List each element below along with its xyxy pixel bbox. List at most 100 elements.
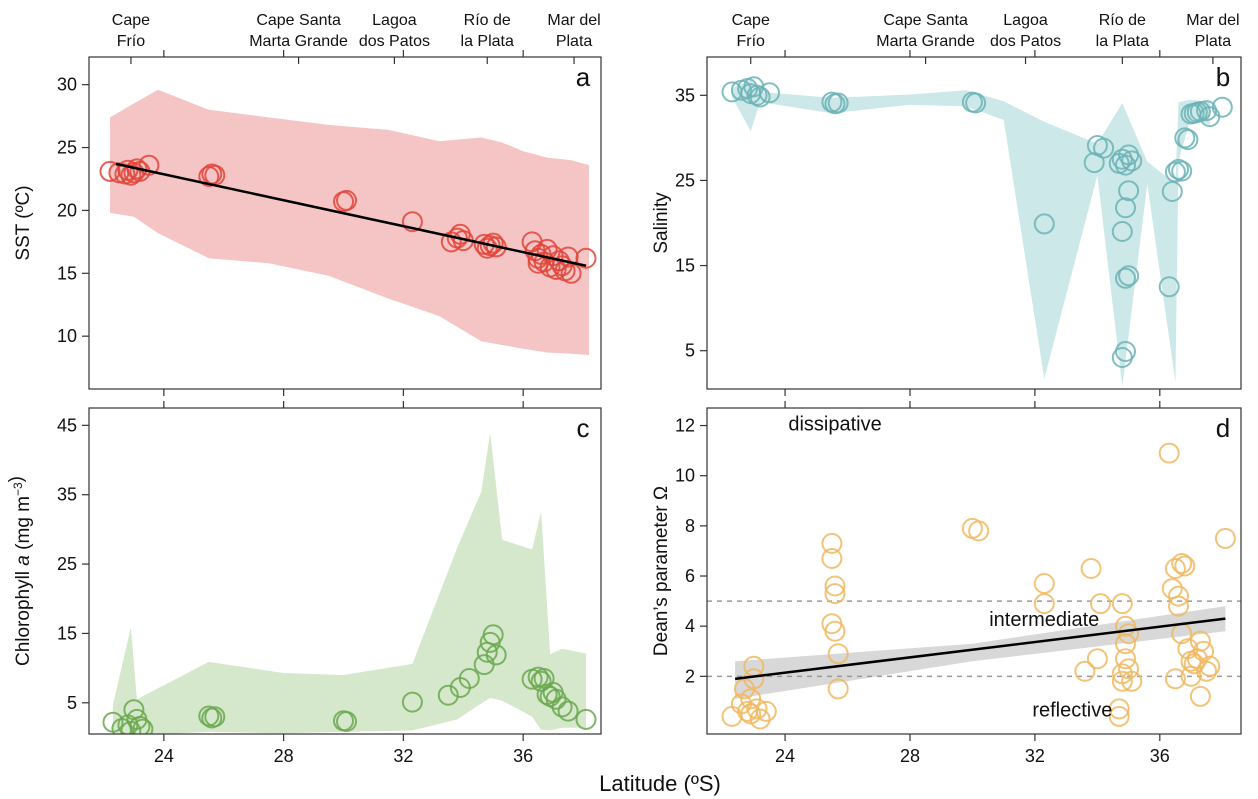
data-point [1111, 670, 1133, 692]
location-label: Río de [1099, 12, 1146, 29]
data-point [1115, 197, 1136, 219]
panel-a: 10 15 20 25 30 a SST (ºC) [13, 50, 602, 396]
data-point [1118, 658, 1140, 680]
location-label: Plata [556, 33, 593, 50]
location-label: la Plata [1096, 33, 1149, 50]
y-tick-label: 10 [675, 466, 695, 486]
location-label: Plata [1195, 33, 1232, 50]
x-tick-label: 32 [1025, 746, 1045, 766]
y-tick-label: 45 [57, 415, 77, 435]
data-point [1168, 595, 1189, 617]
y-tick-label: 8 [685, 516, 695, 536]
plot-frame [88, 407, 602, 735]
data-point [1214, 527, 1236, 549]
data-point [1164, 558, 1186, 579]
data-point [1083, 152, 1105, 174]
data-point [557, 246, 579, 268]
trend-confidence-band [735, 606, 1226, 699]
data-point [1211, 96, 1233, 118]
panel-letter: a [576, 62, 591, 92]
x-tick-label: 24 [775, 746, 795, 766]
data-point [1033, 593, 1055, 615]
data-point [1118, 623, 1140, 645]
data-point [749, 708, 771, 730]
data-point [827, 643, 849, 665]
data-point [1086, 648, 1108, 670]
data-point [755, 700, 777, 722]
location-label: Cape [112, 12, 150, 29]
y-axis-label: Salinity [651, 192, 672, 254]
range-band [110, 89, 589, 355]
data-point [1115, 648, 1136, 670]
data-point [1189, 685, 1211, 707]
location-label: Marta Grande [876, 33, 975, 50]
data-point [138, 154, 160, 176]
data-point [485, 236, 507, 258]
data-point [1033, 213, 1055, 235]
y-axis-label: SST (ºC) [13, 185, 34, 260]
data-point [557, 700, 579, 722]
trend-line [115, 162, 587, 267]
data-point [336, 189, 357, 211]
data-point [746, 84, 768, 106]
data-point [965, 92, 987, 114]
data-point [1171, 160, 1193, 182]
data-point [1080, 558, 1102, 579]
y-tick-label: 15 [675, 256, 695, 276]
data-point [575, 247, 597, 269]
data-point [1196, 660, 1218, 682]
location-label: Lagoa [1003, 12, 1048, 29]
y-tick-label: 30 [57, 75, 77, 95]
trend-line [734, 617, 1226, 681]
x-tick-label: 36 [1150, 746, 1170, 766]
region-label-dissipative: dissipative [788, 414, 881, 436]
data-point [458, 668, 480, 689]
panel-letter: b [1216, 62, 1230, 92]
data-point [551, 696, 573, 718]
location-label: Frío [736, 33, 765, 50]
data-point [827, 678, 849, 700]
data-point [968, 520, 990, 542]
data-point [1074, 660, 1096, 682]
data-point [132, 718, 154, 734]
data-point [1174, 555, 1196, 577]
top-location-labels-right: Cape Frío Cape Santa Marta Grande Lagoa dos P… [732, 12, 1240, 50]
location-label: Mar del [1186, 12, 1239, 29]
data-point [1164, 161, 1186, 183]
data-point [1158, 276, 1180, 298]
data-point [204, 706, 226, 728]
location-label: Marta Grande [249, 33, 348, 50]
plot-frame [88, 56, 602, 390]
location-label: Río de [464, 12, 511, 29]
x-axis-label: Latitude (ºS) [599, 771, 721, 796]
data-point [1168, 585, 1189, 607]
location-label: Cape Santa [883, 12, 968, 29]
data-point [1177, 129, 1199, 151]
range-band [732, 80, 1210, 387]
data-point [1115, 341, 1136, 362]
y-tick-label: 12 [675, 416, 695, 436]
data-point [545, 688, 567, 710]
data-point [1174, 127, 1196, 149]
x-tick-label: 24 [154, 746, 174, 766]
data-point [824, 620, 846, 642]
data-point [485, 644, 507, 666]
y-tick-label: 25 [675, 170, 695, 190]
y-tick-label: 4 [685, 616, 695, 636]
data-point [482, 624, 504, 646]
data-point [824, 583, 846, 605]
panel-letter: c [577, 413, 590, 443]
data-point [575, 708, 597, 730]
data-point [1093, 137, 1115, 159]
data-point [1033, 573, 1055, 594]
data-point [746, 698, 768, 720]
x-tick-label: 28 [900, 746, 920, 766]
y-tick-label: 35 [57, 485, 77, 505]
y-tick-label: 25 [57, 138, 77, 158]
data-point [1108, 698, 1130, 720]
location-label: Cape Santa [256, 12, 341, 29]
data-point [1161, 181, 1183, 202]
data-point [1115, 633, 1136, 655]
